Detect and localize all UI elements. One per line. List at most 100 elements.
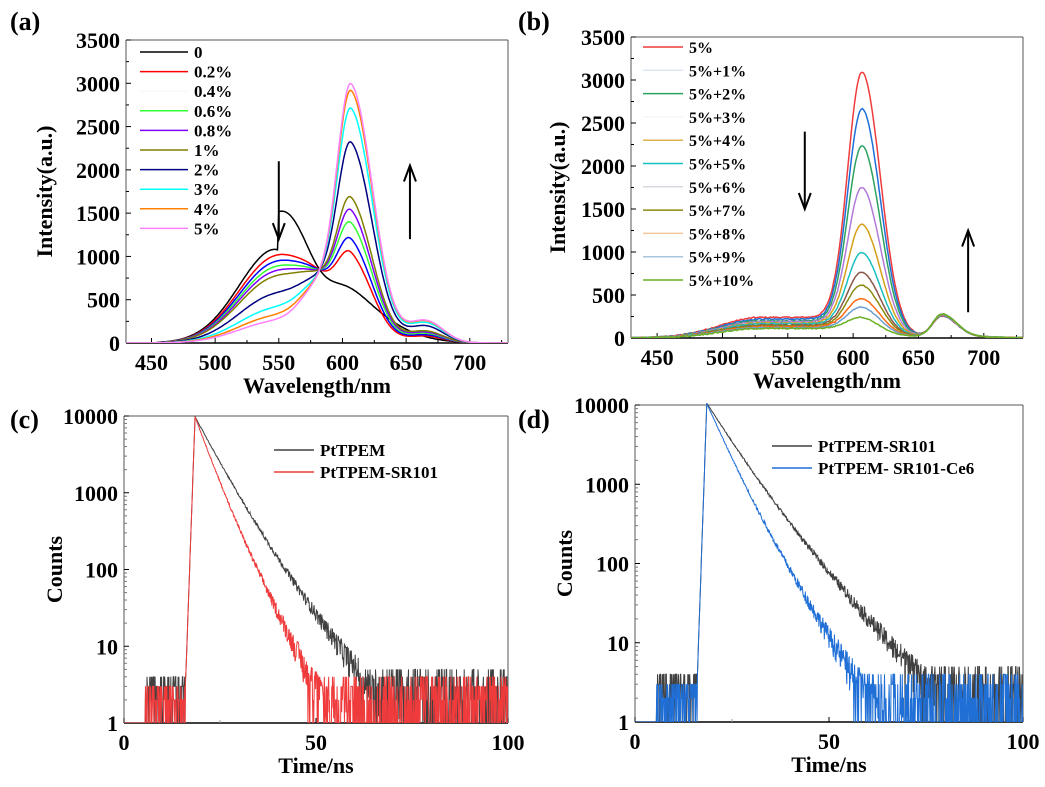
legend-label: 5%+4% [689,133,746,150]
x-tick-label: 600 [837,345,870,370]
x-tick-label: 700 [453,350,486,375]
y-tick-label: 500 [87,288,120,313]
y-tick-label: 100 [85,558,118,583]
legend-label: 5% [689,40,713,57]
legend-label: PtTPEM [320,441,385,460]
legend-label: 0.2% [194,63,232,82]
y-tick-label: 10 [607,631,629,656]
legend-label: 2% [194,161,220,180]
legend-label: 4% [194,200,220,219]
trend-arrow-down-head [271,222,286,242]
series-line-4- [126,89,508,343]
legend-label: PtTPEM-SR101 [818,437,936,456]
x-axis-title: Time/ns [791,752,867,777]
legend-label: 1% [194,141,220,160]
y-tick-label: 10000 [574,393,629,418]
trend-arrow-down-head [797,192,812,212]
y-tick-label: 500 [592,283,625,308]
y-axis-title: Counts [552,529,577,597]
legend: PtTPEM-SR101 PtTPEM- SR101-Ce6 [772,437,974,478]
x-tick-label: 500 [199,350,232,375]
trend-arrow-up-head [403,162,417,182]
legend: 00.2%0.4%0.6%0.8%1%2%3%4%5% [140,43,232,238]
panel-d: 0 50 100 1 10 100 1000 10000 Time/ns Counts (d) PtT… [518,393,1040,777]
x-tick-label: 700 [967,345,1000,370]
x-axis-title: Wavelength/nm [243,373,391,398]
x-tick-label: 600 [326,350,359,375]
y-tick-label: 2000 [76,158,120,183]
panel-a: 450 500 550 600 650 700 0 500 1000 1500 2000 2500 30… [10,7,509,398]
legend-label: 5%+1% [689,63,746,80]
series-line-5--10- [631,313,1024,338]
y-axis-title: Counts [42,535,67,603]
legend-label: 5%+7% [689,203,746,220]
x-tick-label: 550 [771,345,804,370]
x-tick-label: 0 [630,729,641,754]
x-tick-label: 50 [305,730,327,755]
y-tick-label: 2500 [76,115,120,140]
y-axis-title: Intensity(a.u.) [32,125,57,257]
legend-label: 5% [194,219,220,238]
x-tick-label: 450 [135,350,168,375]
legend-label: 0.6% [194,102,232,121]
y-tick-label: 1000 [581,240,625,265]
x-axis-title: Time/ns [278,753,354,778]
legend: 5% 5%+1% 5%+2% 5%+3% 5%+4% 5%+5% 5%+6% 5%+7% 5%+… [643,40,754,290]
panel-label: (d) [518,405,550,434]
x-tick-label: 50 [818,729,840,754]
y-axis-title: Intensity(a.u.) [545,121,570,253]
series-group [126,82,508,343]
y-tick-label: 1000 [74,481,118,506]
legend-label: 5%+2% [689,87,746,104]
legend-label: 0.8% [194,121,232,140]
series-line-1- [126,195,508,343]
legend-label: 3% [194,180,220,199]
legend-label: PtTPEM-SR101 [320,463,438,482]
x-tick-label: 500 [706,345,739,370]
series-group [635,403,1023,722]
y-tick-label: 1000 [76,244,120,269]
series-line-PtTPEM--SR101-Ce6 [635,403,1023,722]
x-tick-label: 650 [902,345,935,370]
x-tick-label: 450 [641,345,674,370]
y-tick-label: 2000 [581,154,625,179]
series-line-2- [126,140,508,343]
legend-label: 5%+6% [689,180,746,197]
y-tick-label: 3500 [581,25,625,50]
legend-label: 5%+3% [689,110,746,127]
series-line-PtTPEM-SR101 [124,416,508,723]
y-tick-label: 3000 [581,68,625,93]
panel-label: (b) [518,7,550,36]
legend-label: 5%+8% [689,226,746,243]
panel-c: 0 50 100 1 10 100 1000 10000 Time/ns Counts (c) PtT… [10,404,525,778]
x-axis-title: Wavelength/nm [753,368,901,393]
legend-label: 5%+5% [689,157,746,174]
x-tick-label: 100 [492,730,525,755]
x-tick-label: 0 [119,730,130,755]
legend-label: 0.4% [194,82,232,101]
legend-label: 0 [194,43,203,62]
x-tick-label: 100 [1007,729,1040,754]
legend-label: PtTPEM- SR101-Ce6 [818,459,974,478]
series-line-3- [126,107,508,343]
y-tick-label: 1500 [581,197,625,222]
panel-label: (c) [10,405,39,434]
y-tick-label: 1 [618,710,629,735]
x-tick-label: 550 [262,350,295,375]
series-group [631,71,1024,338]
series-line-5- [126,82,508,343]
panel-label: (a) [10,7,40,36]
x-tick-label: 650 [390,350,423,375]
y-tick-label: 1000 [585,472,629,497]
y-tick-label: 10000 [63,404,118,429]
trend-arrow-up-head [961,227,976,247]
y-tick-label: 1 [107,711,118,736]
y-tick-label: 0 [614,326,625,351]
y-tick-label: 3000 [76,71,120,96]
legend-label: 5%+9% [689,250,746,267]
y-tick-label: 3500 [76,28,120,53]
series-group [124,415,508,723]
y-tick-label: 0 [109,331,120,356]
legend: PtTPEM PtTPEM-SR101 [274,441,438,482]
